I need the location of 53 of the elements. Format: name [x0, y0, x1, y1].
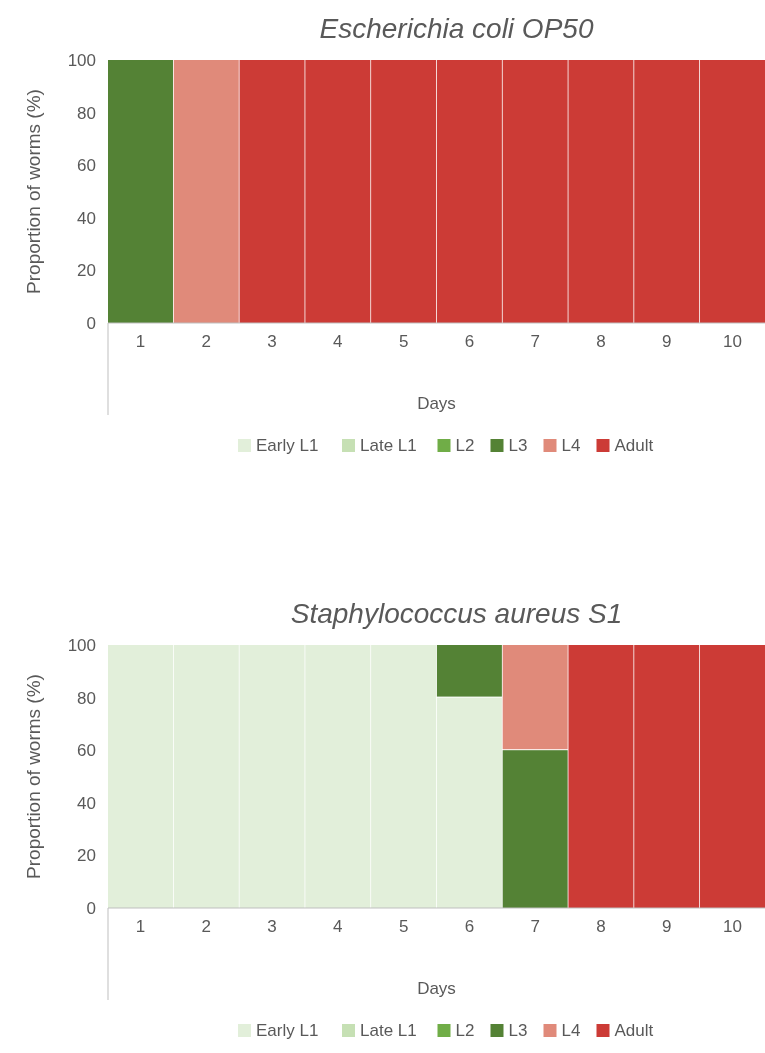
y-tick-label: 20 [77, 261, 96, 281]
y-tick-label: 40 [77, 208, 96, 228]
y-tick-label: 60 [77, 156, 96, 176]
y-tick-label: 60 [77, 741, 96, 761]
chart-title: Staphylococcus aureus S1 [290, 598, 623, 629]
x-tick-label: 2 [201, 917, 212, 936]
legend-label: Late L1 [360, 1021, 417, 1040]
legend-label: L3 [508, 1021, 528, 1040]
legend-label: Early L1 [256, 436, 319, 455]
legend-label: L2 [455, 436, 475, 455]
legend-label: Adult [614, 1021, 654, 1040]
x-tick-label: 5 [398, 917, 409, 936]
legend-label: Early L1 [256, 1021, 319, 1040]
legend-label: L4 [561, 436, 581, 455]
y-tick-label: 0 [86, 314, 96, 333]
x-tick-label: 5 [398, 332, 409, 351]
bar [502, 750, 568, 908]
x-tick-label: 7 [530, 332, 540, 351]
y-tick-label: 20 [77, 846, 96, 866]
y-tick-label: 0 [86, 899, 96, 918]
legend-label: L2 [455, 1021, 475, 1040]
x-tick-label: 8 [596, 332, 606, 351]
x-tick-label: 7 [530, 917, 540, 936]
x-tick-label: 1 [135, 917, 146, 936]
y-axis-title: Proportion of worms (%) [23, 89, 44, 294]
legend-label: Late L1 [360, 436, 417, 455]
legend-label: Adult [614, 436, 654, 455]
x-tick-label: 2 [201, 332, 212, 351]
bar [502, 645, 568, 750]
x-tick-label: 3 [267, 917, 277, 936]
x-tick-label: 1 [135, 332, 146, 351]
y-tick-label: 40 [77, 793, 96, 813]
x-tick-label: 8 [596, 917, 606, 936]
x-tick-label: 10 [723, 332, 742, 351]
x-axis-title: Days [417, 979, 456, 998]
x-tick-label: 9 [661, 917, 672, 936]
chart-title: Escherichia coli OP50 [319, 13, 594, 44]
y-axis-title: Proportion of worms (%) [23, 674, 44, 879]
x-tick-label: 9 [661, 332, 672, 351]
y-tick-label: 100 [67, 51, 96, 70]
x-tick-label: 10 [723, 917, 742, 936]
x-tick-label: 6 [464, 332, 475, 351]
x-axis-title: Days [417, 394, 456, 413]
x-tick-label: 6 [464, 917, 475, 936]
x-tick-label: 4 [333, 917, 343, 936]
legend-label: L4 [561, 1021, 581, 1040]
bar [436, 645, 502, 697]
x-tick-label: 3 [267, 332, 277, 351]
y-tick-label: 100 [67, 636, 96, 655]
x-tick-label: 4 [333, 332, 343, 351]
y-tick-label: 80 [77, 103, 96, 123]
y-tick-label: 80 [77, 688, 96, 708]
legend-label: L3 [508, 436, 528, 455]
